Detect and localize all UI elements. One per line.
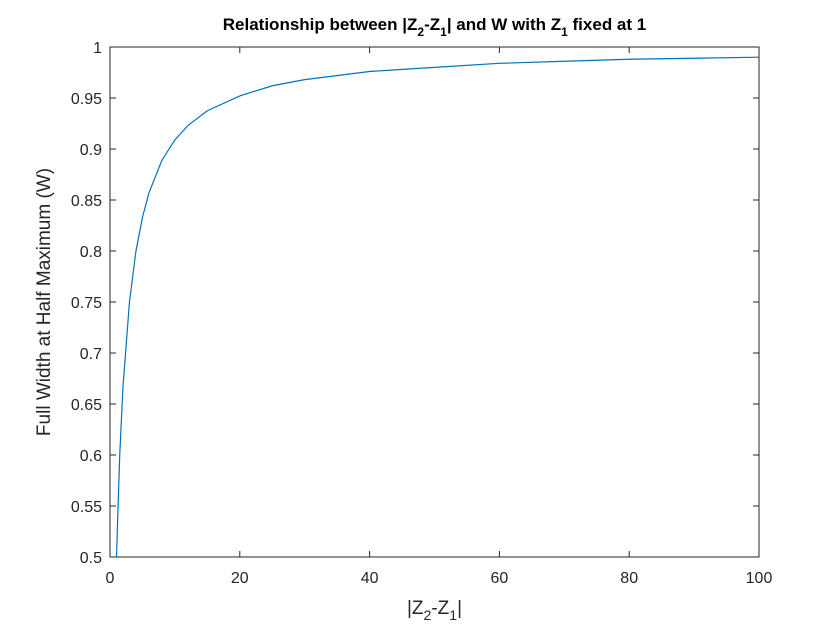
plot-area — [109, 46, 760, 558]
x-tick-label: 60 — [491, 570, 509, 587]
y-tick-label: 0.65 — [71, 397, 102, 414]
y-tick-label: 0.9 — [80, 142, 102, 159]
x-tick-label: 20 — [231, 570, 249, 587]
y-tick-label: 0.7 — [80, 346, 102, 363]
series-line — [115, 56, 760, 558]
x-tick-label: 0 — [106, 570, 115, 587]
series-group — [115, 56, 760, 558]
y-tick-label: 0.95 — [71, 91, 102, 108]
y-tick-label: 0.5 — [80, 550, 102, 567]
y-axis-ticks: 0.5 0.55 0.6 0.65 0.7 0.75 0.8 0.85 0.9 0.95 1 — [71, 40, 759, 567]
chart-title: Relationship between |Z2-Z1| and W with … — [223, 15, 646, 39]
x-tick-label: 40 — [361, 570, 379, 587]
y-tick-label: 0.85 — [71, 193, 102, 210]
y-tick-label: 0.55 — [71, 499, 102, 516]
x-axis-label: |Z2-Z1| — [407, 598, 462, 623]
y-tick-label: 1 — [93, 40, 102, 57]
y-tick-label: 0.8 — [80, 244, 102, 261]
y-axis-label: Full Width at Half Maximum (W) — [34, 168, 55, 436]
x-tick-label: 80 — [620, 570, 638, 587]
y-tick-label: 0.75 — [71, 295, 102, 312]
x-axis-ticks: 0 20 40 60 80 100 — [106, 47, 773, 587]
x-tick-label: 100 — [746, 570, 773, 587]
y-tick-label: 0.6 — [80, 448, 102, 465]
